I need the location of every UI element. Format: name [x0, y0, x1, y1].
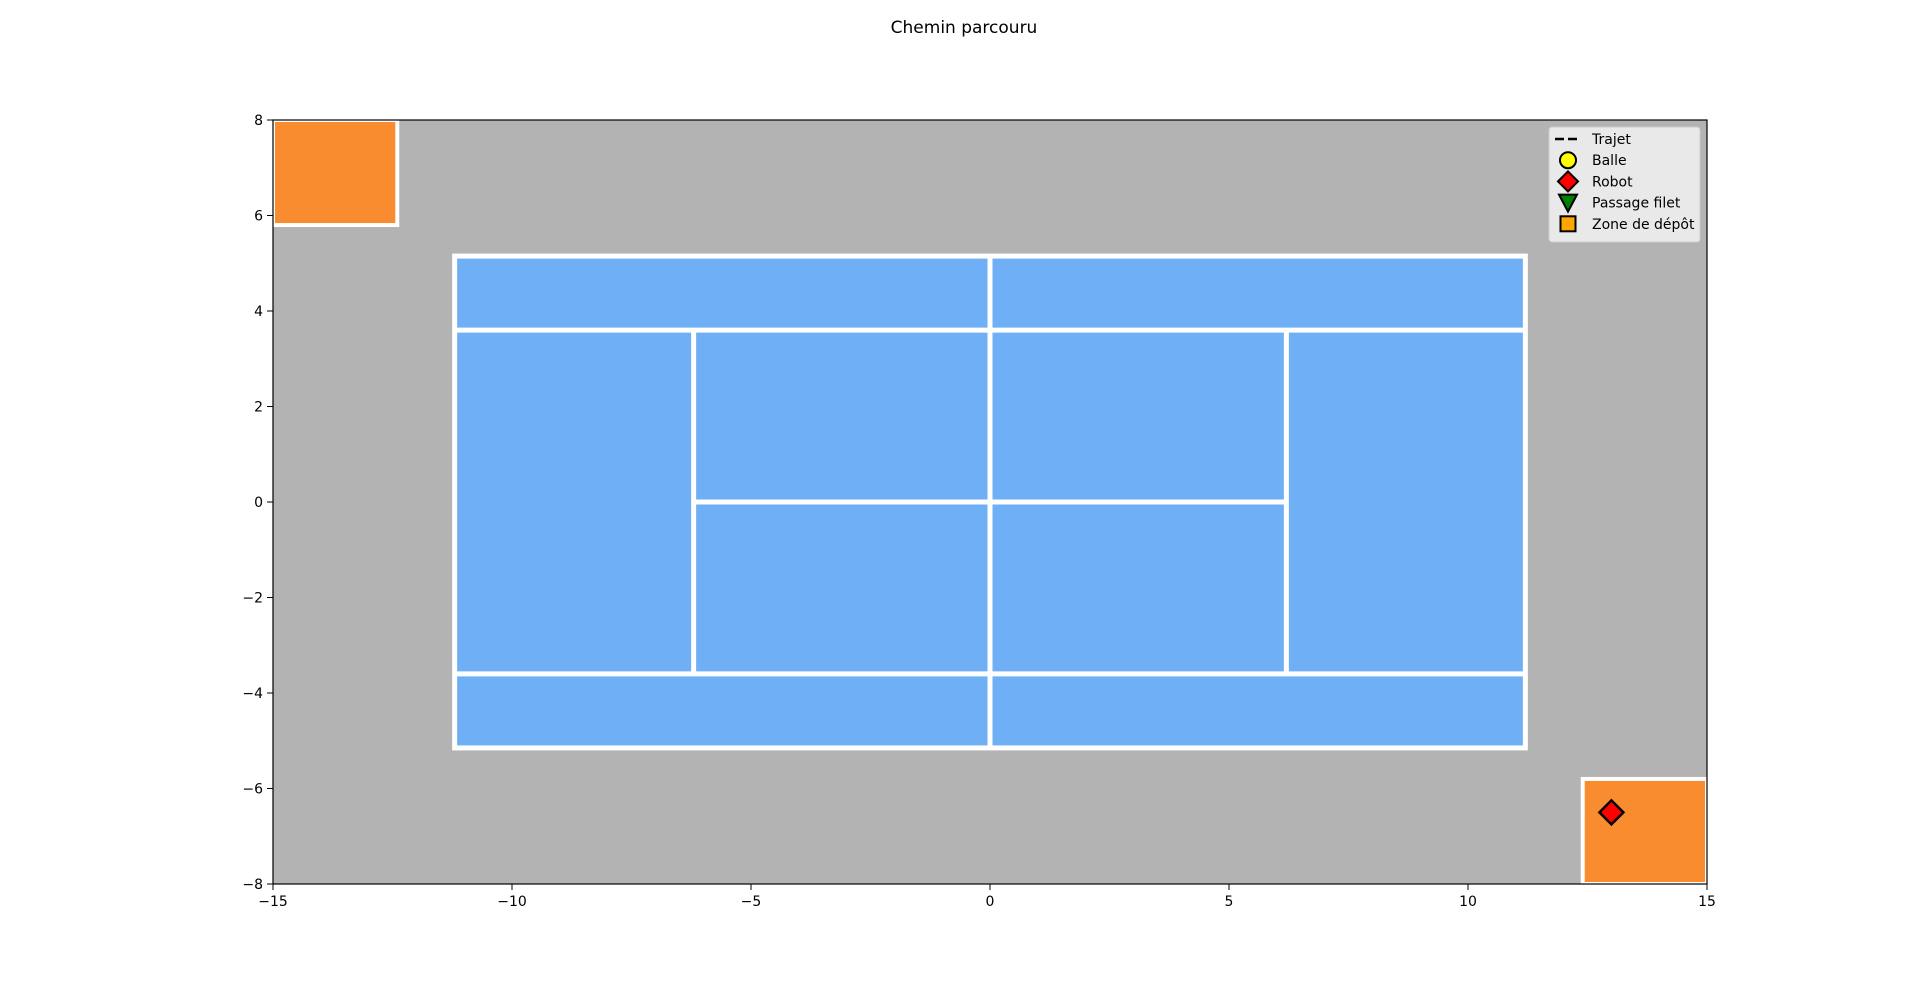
drop-zone-2: [1580, 776, 1707, 884]
legend-passage-filet-swatch: [1557, 193, 1579, 214]
x-tick-label: 0: [986, 894, 995, 910]
chart-title: Chemin parcouru: [891, 18, 1038, 38]
legend-box: [1548, 126, 1701, 243]
x-tick-label: 15: [1698, 894, 1716, 910]
y-tick-label: −8: [242, 877, 263, 893]
tennis-court: [452, 253, 1528, 751]
robot-marker: [1597, 798, 1626, 827]
legend-robot-swatch: [1556, 169, 1580, 193]
x-tick-label: 10: [1459, 894, 1477, 910]
y-tick-label: 4: [254, 304, 263, 320]
legend-label: Balle: [1592, 153, 1627, 169]
x-axis: −15 −10 −5 0 5 10 15: [258, 884, 1716, 910]
legend-zone-depot-swatch: [1559, 215, 1577, 233]
x-tick-label: −15: [258, 894, 288, 910]
y-axis: −8 −6 −4 −2 0 2 4 6 8: [242, 113, 273, 893]
legend-label: Trajet: [1591, 132, 1631, 148]
legend-label: Zone de dépôt: [1592, 217, 1695, 233]
y-tick-label: −6: [242, 782, 263, 798]
legend-label: Passage filet: [1592, 196, 1681, 212]
y-tick-label: 2: [254, 400, 263, 416]
legend-balle-swatch: [1559, 151, 1577, 170]
y-tick-label: 6: [254, 209, 263, 225]
y-tick-label: 8: [254, 113, 263, 129]
markers: [1597, 798, 1626, 827]
legend-label: Robot: [1592, 174, 1633, 190]
y-tick-label: 0: [254, 495, 263, 511]
drop-zone-1: [273, 120, 400, 228]
legend: Trajet Balle Robot Passage filet Zone de dép…: [1548, 126, 1701, 243]
x-tick-label: −10: [497, 894, 527, 910]
x-tick-label: 5: [1225, 894, 1234, 910]
y-tick-label: −4: [242, 686, 263, 702]
x-tick-label: −5: [741, 894, 762, 910]
y-tick-label: −2: [242, 591, 263, 607]
